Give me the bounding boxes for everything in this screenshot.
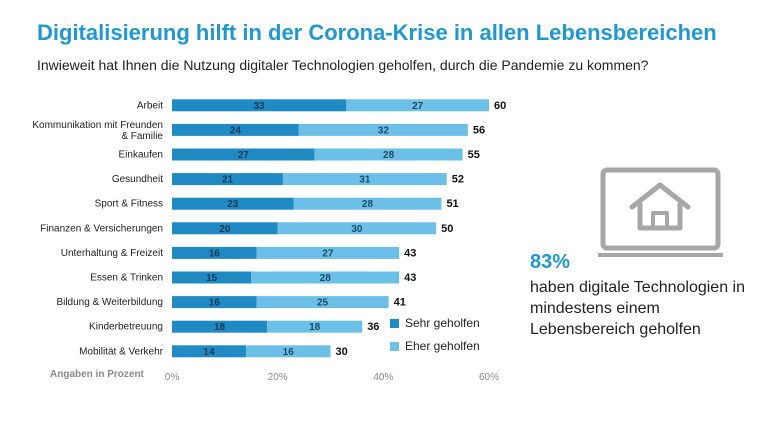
category-label: Einkaufen xyxy=(119,150,163,161)
legend-item-eher: Eher geholfen xyxy=(390,336,480,356)
bar-value-label: 16 xyxy=(283,347,295,358)
category-label: Essen & Trinken xyxy=(90,273,163,284)
bar-value-label: 18 xyxy=(214,322,226,333)
total-value-label: 36 xyxy=(367,321,379,333)
bar-sehr-geholfen xyxy=(172,246,257,259)
bar-value-label: 24 xyxy=(230,125,242,136)
chart-title: Digitalisierung hilft in der Corona-Kris… xyxy=(37,20,717,45)
bar-eher-geholfen xyxy=(346,99,489,112)
bar-value-label: 28 xyxy=(383,150,395,161)
bar-value-label: 28 xyxy=(320,273,332,284)
total-value-label: 43 xyxy=(404,247,416,259)
category-label: Kinderbetreuung xyxy=(89,322,163,333)
bar-eher-geholfen xyxy=(256,296,389,309)
category-label: Sport & Fitness xyxy=(95,199,163,210)
category-label: Mobilität & Verkehr xyxy=(79,346,164,357)
total-value-label: 56 xyxy=(473,124,485,136)
house-icon xyxy=(598,167,723,257)
bar-eher-geholfen xyxy=(267,320,363,333)
total-value-label: 60 xyxy=(494,100,506,112)
chart-legend: Sehr geholfen Eher geholfen xyxy=(390,313,480,359)
chart-subtitle: Inwieweit hat Ihnen die Nutzung digitale… xyxy=(37,57,649,73)
bar-sehr-geholfen xyxy=(172,123,299,136)
bar-sehr-geholfen xyxy=(172,222,278,235)
legend-swatch-eher xyxy=(390,341,399,351)
bar-value-label: 27 xyxy=(238,150,250,161)
units-label: Angaben in Prozent xyxy=(50,369,144,380)
bar-value-label: 16 xyxy=(209,248,221,259)
total-value-label: 51 xyxy=(446,198,458,210)
bar-value-label: 21 xyxy=(222,175,234,186)
category-label: Finanzen & Versicherungen xyxy=(40,223,163,234)
legend-label-eher: Eher geholfen xyxy=(405,339,480,353)
bar-sehr-geholfen xyxy=(172,345,246,358)
bar-eher-geholfen xyxy=(277,222,437,235)
total-value-label: 50 xyxy=(441,223,453,235)
bar-sehr-geholfen xyxy=(172,148,315,161)
bar-value-label: 33 xyxy=(254,101,266,112)
x-tick-label: 60% xyxy=(479,372,499,383)
bar-eher-geholfen xyxy=(245,345,331,358)
bar-value-label: 18 xyxy=(309,322,321,333)
category-label: Kommunikation mit Freunden & Familie xyxy=(32,120,163,142)
bar-value-label: 14 xyxy=(203,347,215,358)
x-tick-label: 20% xyxy=(268,372,288,383)
callout-text: haben digitale Technologien in mindesten… xyxy=(530,279,745,338)
category-label: Unterhaltung & Freizeit xyxy=(61,248,163,259)
bar-sehr-geholfen xyxy=(172,320,268,333)
category-label: Bildung & Weiterbildung xyxy=(56,297,163,308)
bar-value-label: 20 xyxy=(219,224,231,235)
bar-value-label: 23 xyxy=(227,199,239,210)
total-value-label: 52 xyxy=(452,174,464,186)
callout: 83% haben digitale Technologien in minde… xyxy=(530,250,765,340)
bar-value-label: 25 xyxy=(317,298,329,309)
callout-percent: 83% xyxy=(530,251,571,273)
x-tick-label: 40% xyxy=(373,372,393,383)
bar-value-label: 32 xyxy=(378,125,390,136)
legend-swatch-sehr xyxy=(390,318,399,328)
total-value-label: 43 xyxy=(404,272,416,284)
bar-eher-geholfen xyxy=(298,123,468,136)
bar-value-label: 16 xyxy=(209,298,221,309)
bar-sehr-geholfen xyxy=(172,99,347,112)
total-value-label: 55 xyxy=(468,149,480,161)
bar-eher-geholfen xyxy=(293,197,442,210)
x-tick-label: 0% xyxy=(165,372,180,383)
total-value-label: 41 xyxy=(394,297,406,309)
bar-value-label: 28 xyxy=(362,199,374,210)
category-label: Arbeit xyxy=(137,100,163,111)
category-label: Gesundheit xyxy=(112,174,163,185)
bar-value-label: 31 xyxy=(359,175,371,186)
bar-eher-geholfen xyxy=(251,271,400,284)
bar-sehr-geholfen xyxy=(172,173,283,186)
bar-sehr-geholfen xyxy=(172,271,252,284)
bar-value-label: 30 xyxy=(351,224,363,235)
bar-eher-geholfen xyxy=(256,246,400,259)
bar-value-label: 27 xyxy=(412,101,424,112)
bar-eher-geholfen xyxy=(282,173,447,186)
legend-label-sehr: Sehr geholfen xyxy=(405,316,480,330)
total-value-label: 30 xyxy=(336,346,348,358)
bar-value-label: 27 xyxy=(322,248,334,259)
bar-eher-geholfen xyxy=(314,148,463,161)
bar-sehr-geholfen xyxy=(172,296,257,309)
legend-item-sehr: Sehr geholfen xyxy=(390,313,480,333)
bar-value-label: 15 xyxy=(206,273,218,284)
bar-sehr-geholfen xyxy=(172,197,294,210)
